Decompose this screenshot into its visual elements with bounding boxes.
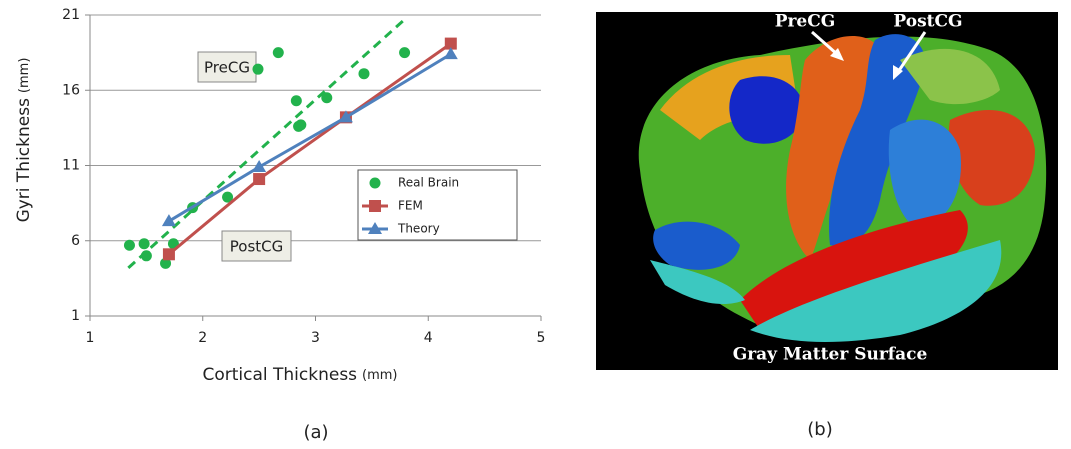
brain-label: PreCG [775, 12, 836, 32]
annotation-box [221, 230, 292, 262]
y-axis-unit: (mm) [17, 58, 32, 93]
point [161, 214, 176, 227]
trend-line [127, 18, 406, 269]
point [140, 250, 152, 262]
legend-label: Theory [397, 222, 440, 236]
point [321, 92, 333, 104]
point [338, 110, 353, 123]
point [252, 160, 267, 173]
annotation-box [197, 51, 257, 83]
point [123, 239, 135, 251]
legend-label: Real Brain [398, 176, 459, 190]
point [253, 173, 266, 186]
y-axis-title: Gyri Thickness (mm) [14, 58, 34, 223]
point [222, 191, 234, 203]
series-line [167, 42, 452, 256]
panel-caption: (b) [807, 419, 832, 440]
y-tick-label: 1 [71, 308, 80, 324]
y-axis-title-text: Gyri Thickness [14, 98, 34, 223]
point [252, 63, 264, 75]
legend-marker [369, 200, 381, 212]
image-caption: Gray Matter Surface [733, 345, 928, 365]
point [272, 47, 284, 59]
point [358, 68, 370, 80]
point [160, 257, 172, 269]
x-tick-label: 2 [198, 330, 207, 346]
x-tick-label: 1 [86, 330, 95, 346]
point [443, 47, 458, 60]
y-tick-label: 16 [62, 82, 80, 98]
series-line [168, 52, 452, 223]
point [444, 37, 457, 50]
y-tick-label: 6 [71, 233, 80, 249]
x-axis-unit: (mm) [362, 368, 397, 383]
point [290, 95, 302, 107]
x-tick-label: 4 [424, 330, 433, 346]
x-tick-label: 3 [311, 330, 320, 346]
point [295, 119, 307, 131]
legend-marker [368, 222, 382, 234]
legend-label: FEM [398, 199, 423, 213]
panel-caption: (a) [303, 422, 328, 443]
x-axis-title-text: Cortical Thickness [202, 365, 357, 385]
x-tick-label: 5 [537, 330, 546, 346]
legend-marker [369, 177, 381, 189]
annotation: PostCG [230, 238, 283, 256]
point [162, 248, 175, 261]
x-axis-title: Cortical Thickness (mm) [202, 365, 397, 385]
annotation: PreCG [204, 59, 250, 77]
y-tick-label: 21 [62, 7, 80, 23]
point [138, 238, 150, 250]
brain-image: PreCG PostCG Gray Matter Surface [596, 12, 1058, 370]
y-tick-label: 11 [62, 158, 80, 174]
point [399, 47, 411, 59]
brain-label: PostCG [893, 12, 962, 32]
